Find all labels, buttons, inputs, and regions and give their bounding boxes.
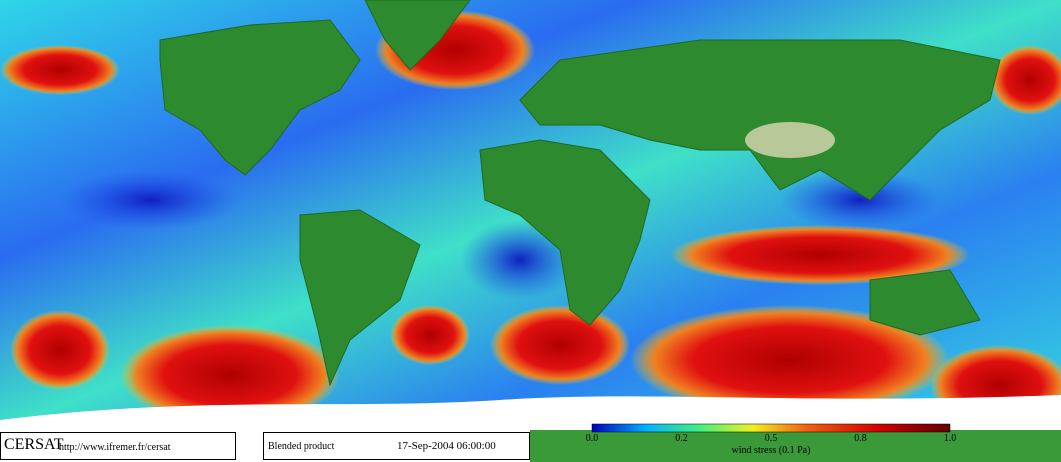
logo: CERSAT (4, 436, 64, 453)
colorbar (591, 423, 951, 433)
colorbar-tick-label: 1.0 (943, 433, 957, 444)
continents (159, 0, 1001, 387)
antarctica (0, 395, 1061, 430)
colorbar-tick-label: 0.2 (675, 433, 688, 444)
land-strip (530, 430, 1061, 462)
product-box: Blended product 17-Sep-2004 06:00:00 (263, 432, 530, 460)
colorbar-tick-label: 0.5 (764, 433, 778, 444)
product: Blended product (268, 441, 335, 452)
colorbar-tick-label: 0.8 (854, 433, 867, 444)
url: http://www.ifremer.fr/cersat (59, 442, 171, 453)
colorbar-tick-label: 0.0 (585, 433, 599, 444)
date: 17-Sep-2004 06:00:00 (397, 440, 496, 452)
logo-box: CERSAT http://www.ifremer.fr/cersat (0, 432, 236, 460)
colorbar-label: wind stress (0.1 Pa) (731, 445, 811, 456)
